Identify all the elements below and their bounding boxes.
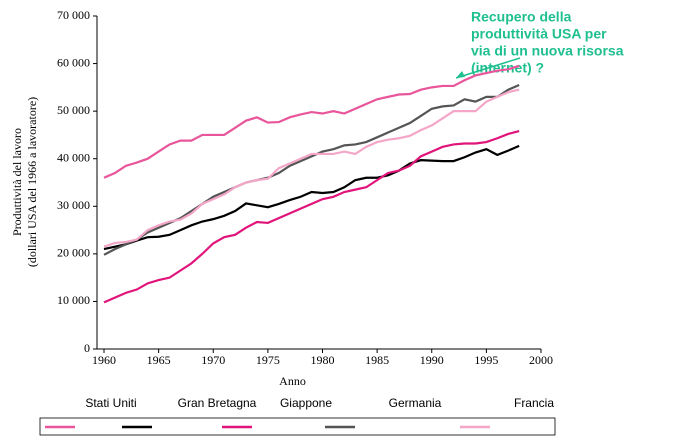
legend-label: Francia [514, 396, 554, 410]
annotation-arrow [455, 57, 521, 79]
y-tick-label: 60 000 [57, 55, 90, 69]
y-tick-label: 10 000 [57, 293, 90, 307]
legend-label: Stati Uniti [85, 396, 136, 410]
y-tick-label: 40 000 [57, 150, 90, 164]
y-tick-label: 0 [84, 341, 90, 355]
x-tick-label: 1975 [256, 353, 280, 367]
x-tick-label: 1980 [311, 353, 335, 367]
x-tick-label: 1990 [420, 353, 444, 367]
legend-label: Germania [389, 396, 442, 410]
series-line [103, 144, 520, 251]
series-line [103, 130, 520, 304]
annotation-arrowhead [456, 71, 465, 78]
y-axis-label: (dollari USA del 1966 a lavoratore) [25, 97, 39, 267]
series-line [103, 64, 520, 179]
series-line [103, 88, 520, 248]
x-tick-label: 1960 [92, 353, 116, 367]
x-axis-label: Anno [279, 374, 306, 388]
x-tick-label: 1970 [201, 353, 225, 367]
annotation: produttività USA per [471, 26, 607, 42]
annotation: Recupero della [471, 9, 572, 25]
y-tick-label: 70 000 [57, 8, 90, 22]
legend-label: Giappone [280, 396, 332, 410]
y-axis-label: Produttività del lavoro [10, 128, 24, 236]
y-tick-label: 50 000 [57, 103, 90, 117]
legend-box [39, 417, 556, 436]
x-tick-label: 1965 [147, 353, 171, 367]
y-tick-label: 20 000 [57, 246, 90, 260]
x-tick-label: 1995 [474, 353, 498, 367]
x-tick-label: 2000 [529, 353, 553, 367]
annotation: via di un nuova risorsa [471, 43, 624, 59]
y-tick-label: 30 000 [57, 198, 90, 212]
legend-label: Gran Bretagna [178, 396, 257, 410]
x-tick-label: 1985 [365, 353, 389, 367]
